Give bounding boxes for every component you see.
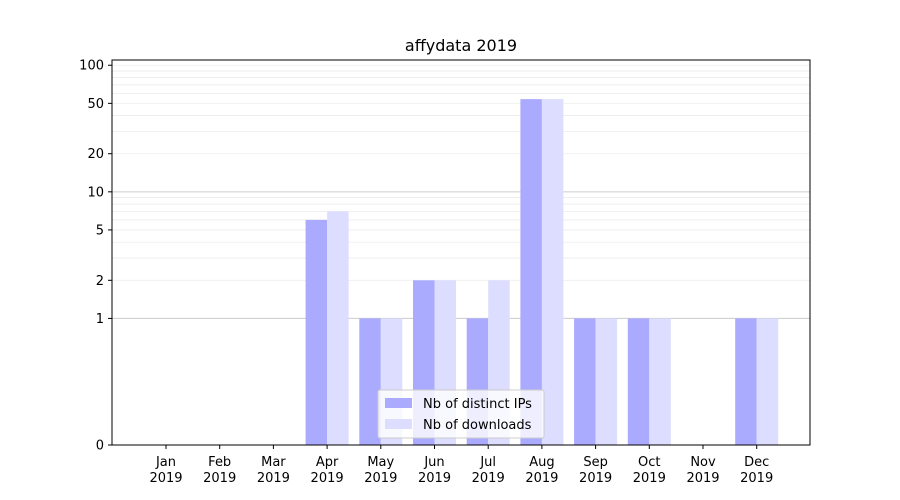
x-tick-label: Jul 2019 (472, 455, 505, 486)
bar-ips (627, 318, 650, 445)
legend-label-ips: Nb of distinct IPs (423, 397, 532, 412)
legend: Nb of distinct IPs Nb of downloads (377, 389, 545, 439)
legend-swatch-downloads (385, 419, 412, 429)
y-tick-label: 0 (96, 439, 104, 454)
x-tick-label: Jun 2019 (418, 455, 451, 486)
x-tick-label: Nov 2019 (686, 455, 719, 486)
bar-ips (735, 318, 757, 445)
bar-downloads (649, 318, 671, 445)
x-tick-label: Jan 2019 (149, 455, 182, 486)
bars (305, 99, 779, 445)
chart-title: affydata 2019 (405, 36, 517, 55)
legend-swatch-ips (385, 398, 412, 408)
legend-label-downloads: Nb of downloads (423, 418, 532, 433)
bar-downloads (327, 211, 349, 445)
plot-frame (111, 59, 811, 446)
grid (112, 64, 810, 319)
y-axis: 0 1 2 5 10 20 50 100 (79, 59, 112, 454)
y-tick-label: 5 (96, 223, 104, 238)
x-tick-label: May 2019 (364, 455, 397, 486)
legend-box (377, 389, 545, 439)
y-tick-label: 50 (87, 97, 104, 112)
x-tick-label: Dec 2019 (740, 455, 773, 486)
bar-downloads (595, 318, 618, 445)
x-axis: Jan 2019 Feb 2019 Mar 2019 Apr 2019 May 2019 Jun 20… (149, 445, 773, 486)
bar-downloads (541, 99, 564, 445)
y-tick-label: 10 (87, 185, 104, 200)
bar-ips (520, 99, 542, 445)
x-tick-label: Oct 2019 (633, 455, 666, 486)
y-tick-label: 20 (87, 147, 104, 162)
y-tick-label: 2 (96, 274, 104, 289)
bar-ips (574, 318, 596, 445)
x-tick-label: Aug 2019 (525, 455, 558, 486)
y-tick-label: 100 (79, 59, 104, 74)
bar-ips (359, 318, 381, 445)
bar-downloads (756, 318, 779, 445)
x-tick-label: Sep 2019 (579, 455, 612, 486)
y-tick-label: 1 (96, 312, 104, 327)
x-tick-label: Feb 2019 (203, 455, 236, 486)
x-tick-label: Mar 2019 (257, 455, 290, 486)
bar-ips (305, 219, 328, 445)
x-tick-label: Apr 2019 (311, 455, 344, 486)
